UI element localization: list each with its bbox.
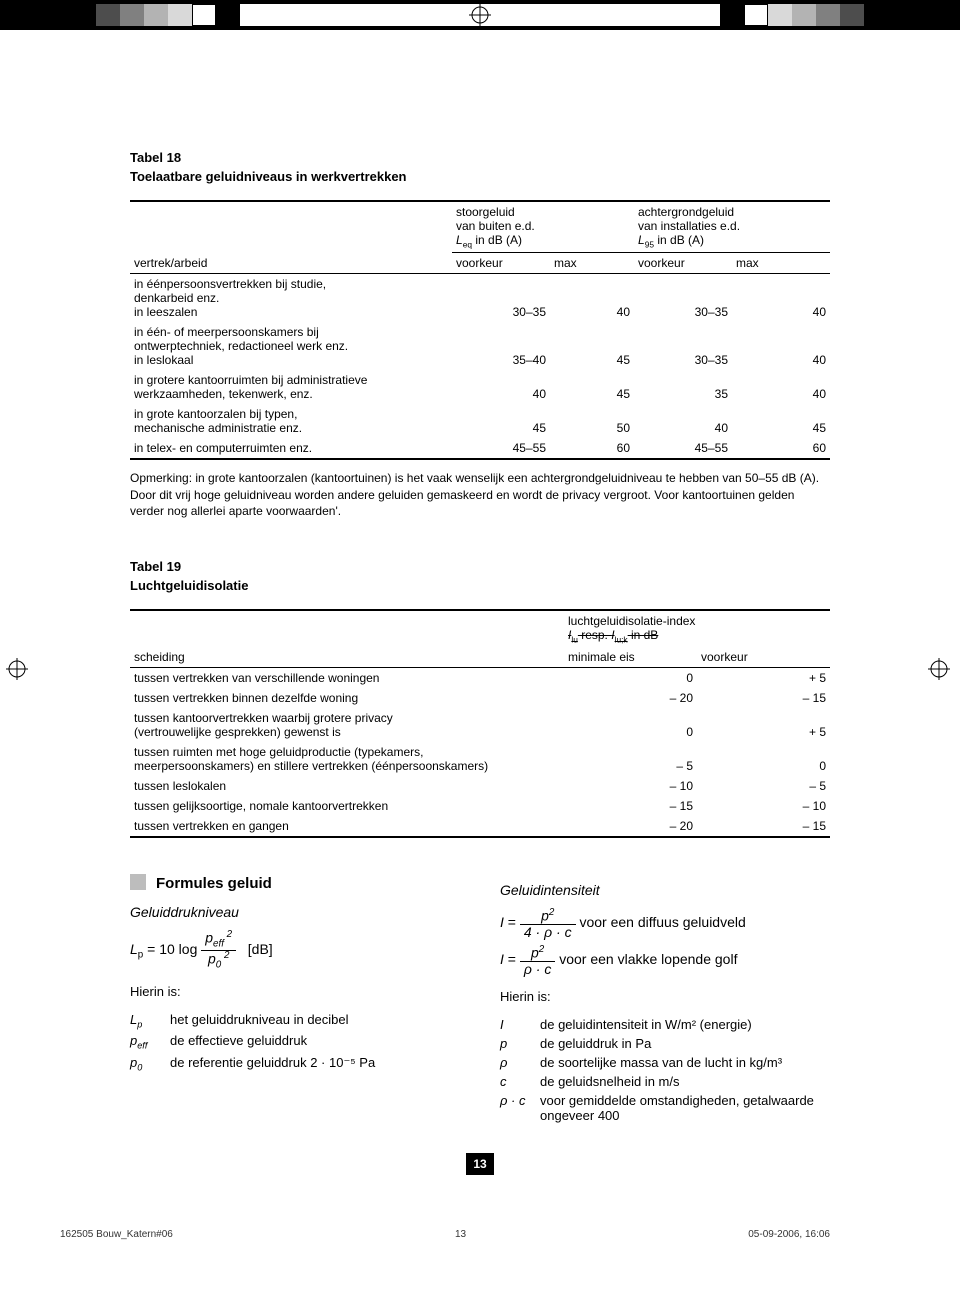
swatch xyxy=(888,4,912,26)
table18-title: Toelaatbare geluidniveaus in werkvertrek… xyxy=(130,169,830,184)
table19: luchtgeluidisolatie-index Ilu resp. Ilu;… xyxy=(130,609,830,836)
footer-right: 05-09-2006, 16:06 xyxy=(748,1229,830,1240)
table-row: tussen gelijksoortige, nomale kantoorver… xyxy=(130,796,830,816)
hierin-label: Hierin is: xyxy=(500,989,830,1004)
table18-number: Tabel 18 xyxy=(130,150,830,165)
swatch xyxy=(936,4,960,26)
swatch-strip-right xyxy=(720,4,960,26)
equation-lp: Lp = 10 log peff 2p0 2 [dB] xyxy=(130,930,460,970)
swatch xyxy=(72,4,96,26)
hierin-label: Hierin is: xyxy=(130,984,460,999)
t18-g1-l1: stoorgeluid xyxy=(456,205,515,219)
swatch xyxy=(720,4,744,26)
equation-i1: I = p24 · ρ · c voor een diffuus geluidv… xyxy=(500,908,830,939)
equation-i2: I = p2ρ · c voor een vlakke lopende golf xyxy=(500,945,830,976)
swatch xyxy=(912,4,936,26)
swatch xyxy=(168,4,192,26)
table18-note: Opmerking: in grote kantoorzalen (kantoo… xyxy=(130,470,830,519)
swatch xyxy=(864,4,888,26)
t18-col-label: vertrek/arbeid xyxy=(130,253,452,274)
footer-left: 162505 Bouw_Katern#06 xyxy=(60,1229,173,1240)
formulas-right-col: Geluidintensiteit I = p24 · ρ · c voor e… xyxy=(500,874,830,1123)
formulas-heading: Formules geluid xyxy=(156,875,272,892)
swatch xyxy=(0,4,24,26)
swatch xyxy=(768,4,792,26)
table19-title: Luchtgeluidisolatie xyxy=(130,578,830,593)
swatch xyxy=(144,4,168,26)
table-row: in grotere kantoorruimten bij administra… xyxy=(130,370,830,404)
registration-mark-icon xyxy=(469,4,491,26)
table19-number: Tabel 19 xyxy=(130,559,830,574)
t19-col-label: scheiding xyxy=(130,647,564,668)
table-row: in grote kantoorzalen bij typen, mechani… xyxy=(130,404,830,438)
table-row: in één- of meerpersoonskamers bij ontwer… xyxy=(130,322,830,370)
right-subhead: Geluidintensiteit xyxy=(500,882,830,898)
table-row: in telex- en computerruimten enz.45–5560… xyxy=(130,438,830,458)
swatch xyxy=(48,4,72,26)
page-number: 13 xyxy=(466,1153,494,1175)
swatch xyxy=(24,4,48,26)
left-subhead: Geluiddrukniveau xyxy=(130,904,460,920)
swatch xyxy=(192,4,216,26)
swatch xyxy=(744,4,768,26)
print-registration-bar xyxy=(0,0,960,30)
swatch xyxy=(840,4,864,26)
formulas-left-col: Formules geluid Geluiddrukniveau Lp = 10… xyxy=(130,874,460,1123)
swatch-strip-left xyxy=(0,4,240,26)
swatch xyxy=(120,4,144,26)
t18-g1-l2: van buiten e.d. xyxy=(456,219,535,233)
registration-mark-icon xyxy=(928,658,954,684)
table18: stoorgeluid van buiten e.d. Leq in dB (A… xyxy=(130,200,830,458)
table-row: tussen vertrekken en gangen– 20– 15 xyxy=(130,816,830,836)
t18-g2-l1: achtergrondgeluid xyxy=(638,205,734,219)
t18-g2-l2: van installaties e.d. xyxy=(638,219,740,233)
t19-g-l1: luchtgeluidisolatie-index xyxy=(568,614,695,628)
table-row: tussen ruimten met hoge geluidproductie … xyxy=(130,742,830,776)
swatch xyxy=(96,4,120,26)
table-row: tussen kantoorvertrekken waarbij grotere… xyxy=(130,708,830,742)
section-marker-icon xyxy=(130,874,146,890)
footer-mid: 13 xyxy=(455,1229,466,1240)
table-row: tussen vertrekken binnen dezelfde woning… xyxy=(130,688,830,708)
registration-mark-icon xyxy=(6,658,32,684)
table-row: tussen vertrekken van verschillende woni… xyxy=(130,668,830,689)
page-body: Tabel 18 Toelaatbare geluidniveaus in we… xyxy=(0,30,960,1225)
swatch xyxy=(816,4,840,26)
swatch xyxy=(216,4,240,26)
table-row: in éénpersoonsvertrekken bij studie, den… xyxy=(130,274,830,323)
table-row: tussen leslokalen– 10– 5 xyxy=(130,776,830,796)
swatch xyxy=(792,4,816,26)
print-footer: 162505 Bouw_Katern#06 13 05-09-2006, 16:… xyxy=(0,1225,960,1260)
